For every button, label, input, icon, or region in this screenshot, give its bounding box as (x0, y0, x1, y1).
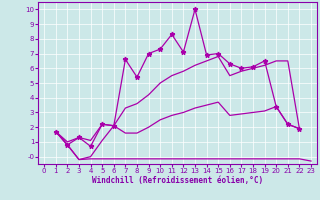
X-axis label: Windchill (Refroidissement éolien,°C): Windchill (Refroidissement éolien,°C) (92, 176, 263, 185)
